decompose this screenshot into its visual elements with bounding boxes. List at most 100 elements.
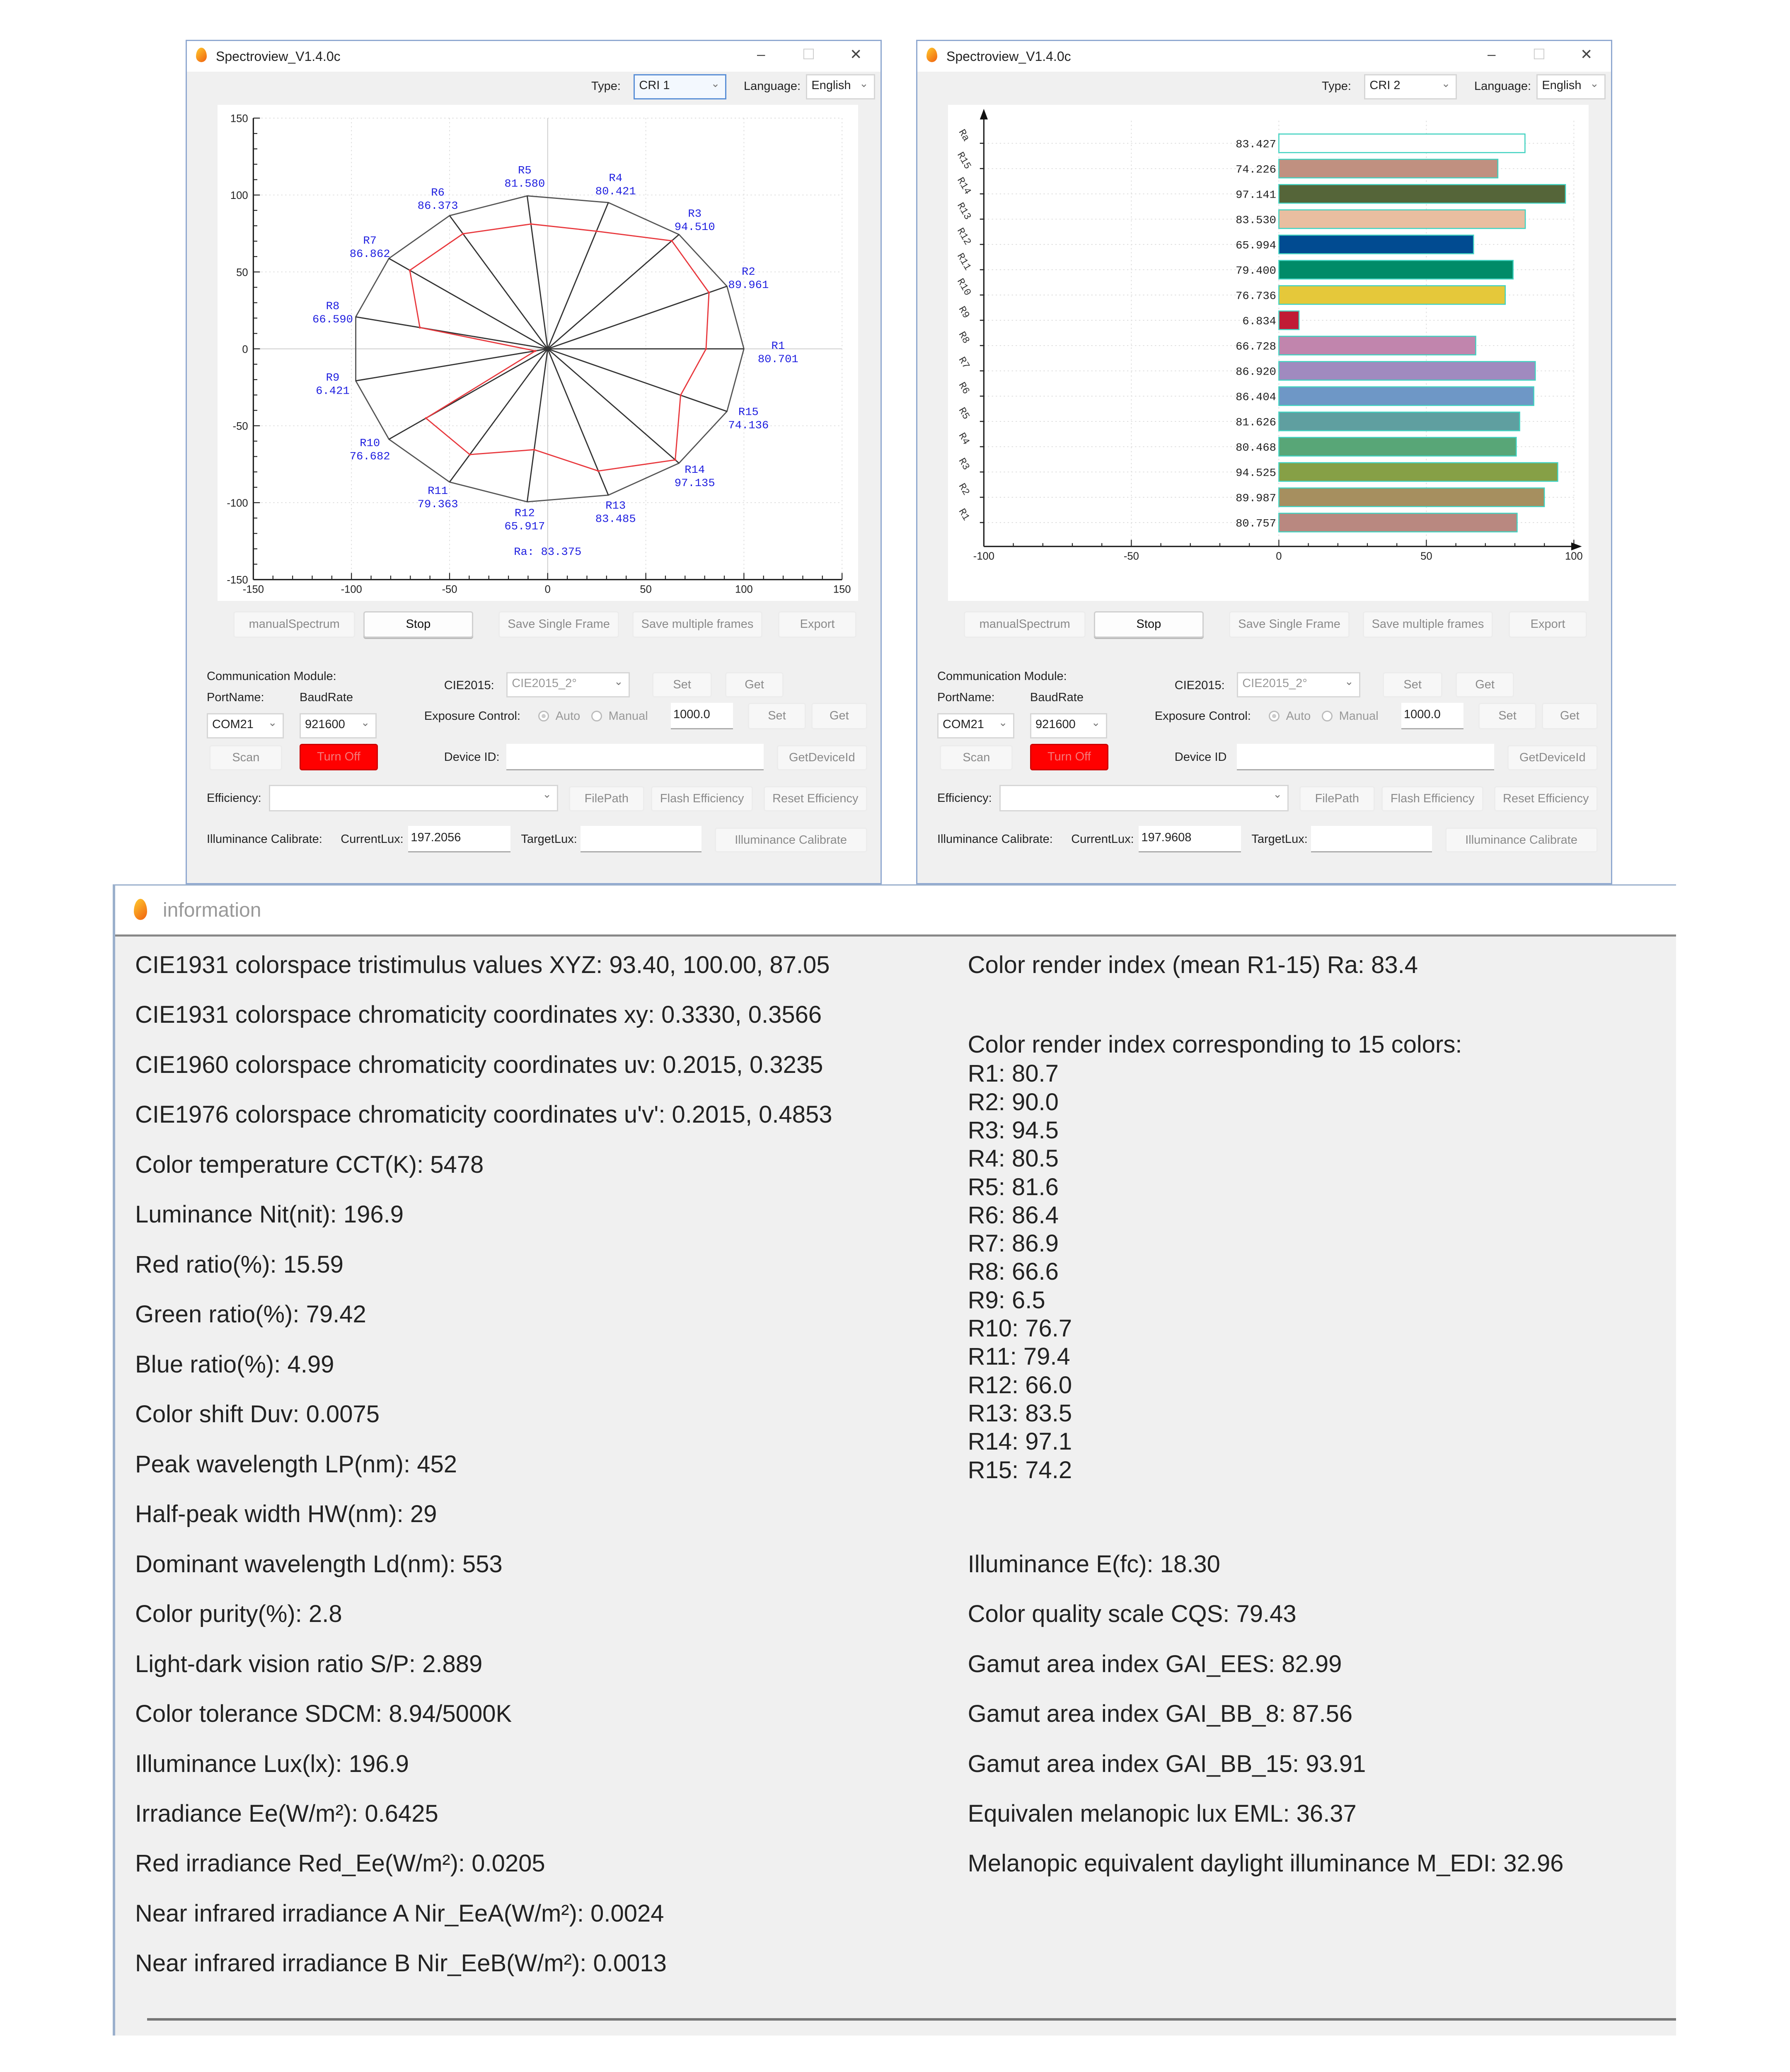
x-tick-label: -100: [973, 551, 994, 562]
filepath-button[interactable]: FilePath: [1299, 786, 1375, 812]
exposure-set-button[interactable]: Set: [747, 702, 806, 729]
language-select[interactable]: English ⌄: [806, 74, 875, 99]
get-device-id-button[interactable]: GetDeviceId: [777, 745, 867, 770]
cie2015-set-button[interactable]: Set: [1383, 672, 1443, 697]
exposure-set-button[interactable]: Set: [1478, 702, 1537, 729]
exposure-manual-label: Manual: [1339, 709, 1379, 723]
manual-spectrum-button[interactable]: manualSpectrum: [233, 611, 356, 638]
spoke-R11: [449, 348, 548, 483]
close-button[interactable]: ✕: [850, 46, 862, 63]
exposure-manual-radio[interactable]: [1322, 711, 1333, 721]
cri-point-R13: [597, 470, 600, 472]
radar-value-R7: 86.862: [350, 248, 390, 261]
save-single-frame-button[interactable]: Save Single Frame: [1229, 611, 1350, 638]
spoke-R12: [526, 349, 549, 502]
radar-value-R5: 81.580: [504, 178, 545, 191]
y-tick-label: -150: [227, 574, 248, 586]
bar-R1: [1278, 513, 1518, 533]
exposure-get-button[interactable]: Get: [811, 702, 867, 729]
type-select[interactable]: CRI 1 ⌄: [634, 74, 727, 99]
manual-spectrum-button[interactable]: manualSpectrum: [964, 611, 1086, 638]
baud-rate-label: BaudRate: [300, 691, 353, 704]
exposure-value-input[interactable]: 1000.0: [671, 702, 733, 729]
exposure-get-button[interactable]: Get: [1542, 702, 1598, 729]
port-name-select-value: COM21: [212, 718, 254, 731]
info-line-left: Near infrared irradiance A Nir_EeA(W/m²)…: [135, 1900, 664, 1927]
type-label: Type:: [591, 79, 621, 93]
reset-efficiency-button[interactable]: Reset Efficiency: [1494, 786, 1598, 812]
bar-value-label: 83.427: [1236, 138, 1276, 151]
radar-value-R14: 97.135: [675, 477, 715, 490]
exposure-auto-label: Auto: [555, 709, 581, 723]
close-button[interactable]: ✕: [1580, 46, 1593, 63]
exposure-value-input[interactable]: 1000.0: [1401, 702, 1464, 729]
horizontal-scrollbar[interactable]: [147, 2018, 1676, 2021]
radar-value-R12: 65.917: [504, 520, 545, 533]
efficiency-select[interactable]: ⌄: [999, 785, 1289, 812]
save-multiple-frames-button[interactable]: Save multiple frames: [1363, 611, 1493, 638]
stop-button[interactable]: Stop: [363, 611, 474, 638]
save-multiple-frames-button[interactable]: Save multiple frames: [632, 611, 762, 638]
cri-point-R5: [530, 223, 532, 225]
baud-rate-select[interactable]: 921600 ⌄: [300, 713, 377, 739]
device-id-input[interactable]: [1237, 744, 1494, 770]
maximize-button[interactable]: ☐: [1532, 46, 1546, 63]
current-lux-input[interactable]: 197.9608: [1139, 826, 1241, 853]
illuminance-calibrate-button[interactable]: Illuminance Calibrate: [1445, 827, 1598, 853]
maximize-button[interactable]: ☐: [802, 46, 815, 63]
bar-value-label: 89.987: [1236, 492, 1276, 505]
illuminance-calibrate-button[interactable]: Illuminance Calibrate: [714, 827, 867, 853]
current-lux-input[interactable]: 197.2056: [408, 826, 510, 853]
language-select[interactable]: English ⌄: [1536, 74, 1606, 99]
export-button[interactable]: Export: [1509, 611, 1587, 638]
bar-R14: [1278, 184, 1566, 204]
radar-value-R3: 94.510: [675, 221, 715, 234]
radar-value-R15: 74.136: [728, 419, 769, 432]
cie2015-get-button[interactable]: Get: [725, 672, 784, 697]
port-name-select[interactable]: COM21 ⌄: [207, 713, 284, 739]
current-lux-label: CurrentLux:: [1071, 833, 1134, 846]
language-select-value: English: [1542, 79, 1582, 92]
cie2015-select[interactable]: CIE2015_2° ⌄: [1237, 672, 1360, 697]
minimize-button[interactable]: –: [757, 46, 765, 63]
info-line-right: Gamut area index GAI_EES: 82.99: [968, 1650, 1342, 1677]
flash-efficiency-button[interactable]: Flash Efficiency: [651, 786, 753, 812]
info-line-left: Irradiance Ee(W/m²): 0.6425: [135, 1800, 438, 1827]
y-category-label: R8: [956, 330, 972, 346]
reset-efficiency-button[interactable]: Reset Efficiency: [764, 786, 867, 812]
turn-off-button[interactable]: Turn Off: [1030, 744, 1108, 770]
cie2015-select[interactable]: CIE2015_2° ⌄: [506, 672, 630, 697]
baud-rate-select[interactable]: 921600 ⌄: [1030, 713, 1107, 739]
cie2015-get-button[interactable]: Get: [1456, 672, 1514, 697]
info-line-left: Color purity(%): 2.8: [135, 1600, 342, 1627]
exposure-auto-radio[interactable]: [1269, 711, 1280, 721]
minimize-button[interactable]: –: [1488, 46, 1496, 63]
export-button[interactable]: Export: [778, 611, 856, 638]
chevron-down-icon: ⌄: [360, 716, 370, 729]
chevron-down-icon: ⌄: [1273, 788, 1282, 801]
radar-value-R13: 83.485: [595, 513, 636, 526]
spoke-R3: [547, 234, 680, 349]
filepath-button[interactable]: FilePath: [568, 786, 644, 812]
efficiency-select[interactable]: ⌄: [269, 785, 558, 812]
cri-radar-chart: -150 -100 -50 0 50 100 150 150 100 50 0 -50 -100 -150…: [218, 105, 858, 601]
target-lux-input[interactable]: [1311, 826, 1432, 853]
cri-header: Color render index corresponding to 15 c…: [968, 1031, 1462, 1058]
cie2015-set-button[interactable]: Set: [652, 672, 712, 697]
stop-button[interactable]: Stop: [1093, 611, 1204, 638]
get-device-id-button[interactable]: GetDeviceId: [1507, 745, 1598, 770]
type-label: Type:: [1322, 79, 1351, 93]
scan-button[interactable]: Scan: [940, 745, 1013, 770]
save-single-frame-button[interactable]: Save Single Frame: [498, 611, 619, 638]
port-name-select[interactable]: COM21 ⌄: [937, 713, 1014, 739]
turn-off-button[interactable]: Turn Off: [300, 744, 378, 770]
info-line-right: Gamut area index GAI_BB_8: 87.56: [968, 1700, 1353, 1727]
target-lux-input[interactable]: [581, 826, 701, 853]
flash-efficiency-button[interactable]: Flash Efficiency: [1381, 786, 1484, 812]
exposure-manual-radio[interactable]: [591, 711, 602, 721]
exposure-auto-radio[interactable]: [538, 711, 549, 721]
device-id-input[interactable]: [506, 744, 764, 770]
type-select[interactable]: CRI 2 ⌄: [1364, 74, 1457, 99]
bar-R15: [1278, 159, 1499, 179]
scan-button[interactable]: Scan: [209, 745, 283, 770]
